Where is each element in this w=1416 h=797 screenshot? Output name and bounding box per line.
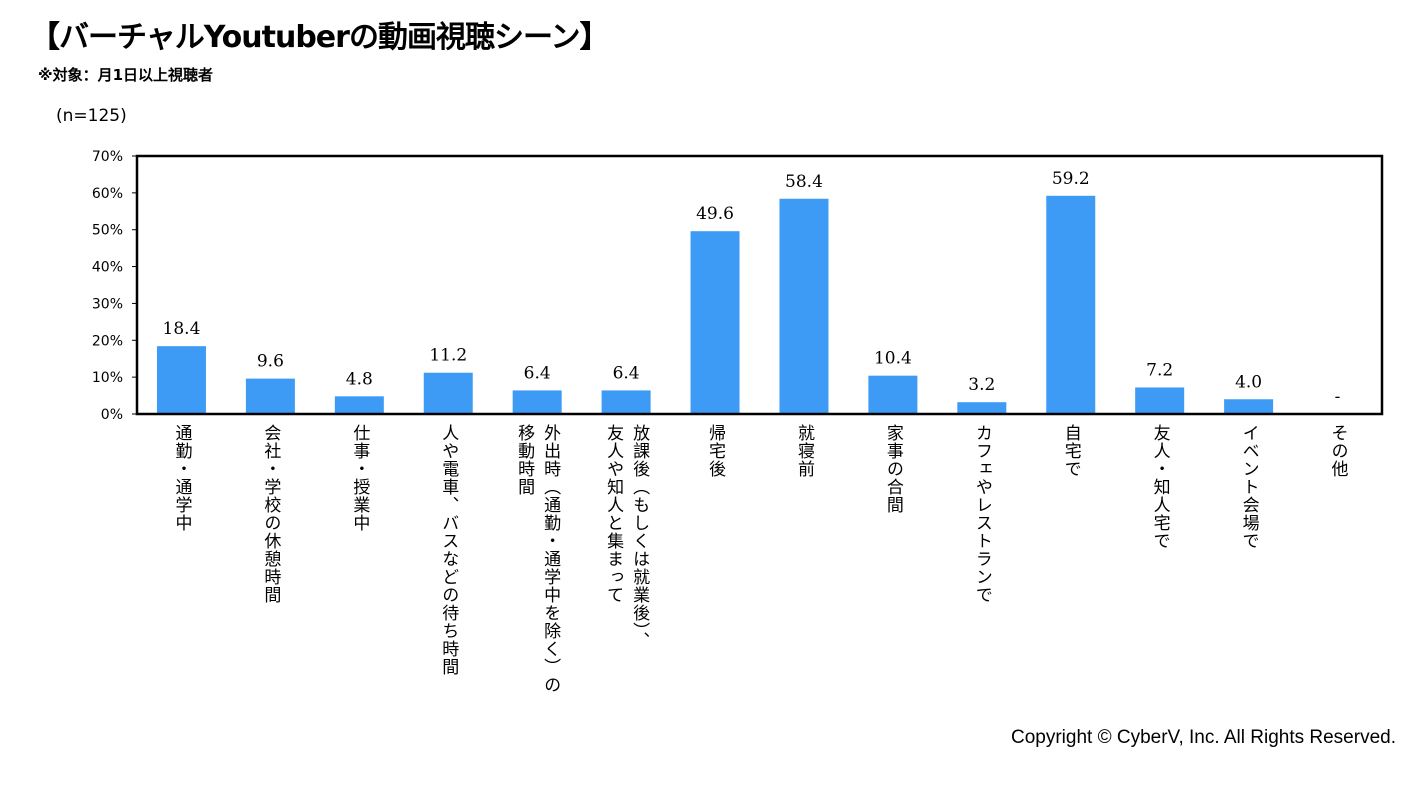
x-tick-label: 外出時（通勤・通学中を除く）の 移動時間	[514, 424, 561, 694]
x-tick-label: 仕事・授業中	[349, 424, 370, 532]
bar	[1135, 387, 1185, 414]
x-tick-label: イベント会場で	[1238, 424, 1259, 550]
data-label: 10.4	[874, 349, 912, 369]
bar	[245, 378, 295, 414]
bar	[1224, 399, 1274, 414]
sample-size: (n=125)	[56, 106, 127, 126]
data-label: 4.0	[1235, 372, 1262, 392]
y-tick-label: 30%	[92, 296, 123, 312]
data-label: 3.2	[968, 375, 995, 395]
plot-frame	[135, 154, 1384, 416]
bar	[512, 390, 562, 414]
x-tick-label: 人や電車、バスなどの待ち時間	[438, 424, 459, 676]
x-tick-label: 放課後（もしくは就業後）、 友人や知人と集まって	[603, 424, 650, 650]
data-label: 18.4	[163, 319, 201, 339]
bar	[334, 396, 384, 414]
data-label: 6.4	[524, 363, 551, 383]
y-tick-label: 60%	[92, 186, 123, 202]
x-tick-label: 会社・学校の休憩時間	[260, 424, 281, 604]
copyright: Copyright © CyberV, Inc. All Rights Rese…	[1010, 727, 1396, 748]
x-tick-label: 通勤・通学中	[171, 424, 192, 532]
y-tick-label: 40%	[92, 260, 123, 276]
y-tick-label: 20%	[92, 333, 123, 349]
data-label: -	[1335, 387, 1341, 407]
bar	[779, 198, 829, 414]
x-tick-label: 就寝前	[793, 424, 814, 478]
data-label: 49.6	[696, 204, 734, 224]
data-label: 7.2	[1146, 360, 1173, 380]
y-tick-label: 70%	[92, 149, 123, 165]
x-tick-label: 家事の合間	[882, 424, 903, 514]
bar	[601, 390, 651, 414]
x-tick-label: 友人・知人宅で	[1149, 424, 1170, 550]
data-label: 4.8	[346, 369, 373, 389]
y-tick-label: 0%	[101, 407, 123, 423]
data-label: 59.2	[1052, 169, 1090, 189]
x-tick-label: 自宅で	[1060, 424, 1081, 478]
data-label: 6.4	[613, 363, 640, 383]
bar	[868, 375, 918, 414]
chart-subtitle: ※対象：月1日以上視聴者	[38, 66, 214, 84]
chart-title: 【バーチャルYoutuberの動画視聴シーン】	[30, 20, 609, 55]
bar	[1046, 195, 1096, 414]
x-tick-label: その他	[1327, 424, 1348, 478]
bar	[156, 346, 206, 414]
bar	[957, 402, 1007, 414]
bar	[690, 231, 740, 414]
x-tick-label: カフェやレストランで	[971, 424, 992, 604]
y-tick-label: 10%	[92, 370, 123, 386]
data-label: 11.2	[429, 346, 467, 366]
data-label: 58.4	[785, 172, 823, 192]
y-tick-label: 50%	[92, 223, 123, 239]
bar	[423, 372, 473, 414]
x-tick-label: 帰宅後	[705, 424, 726, 478]
data-label: 9.6	[257, 352, 284, 372]
